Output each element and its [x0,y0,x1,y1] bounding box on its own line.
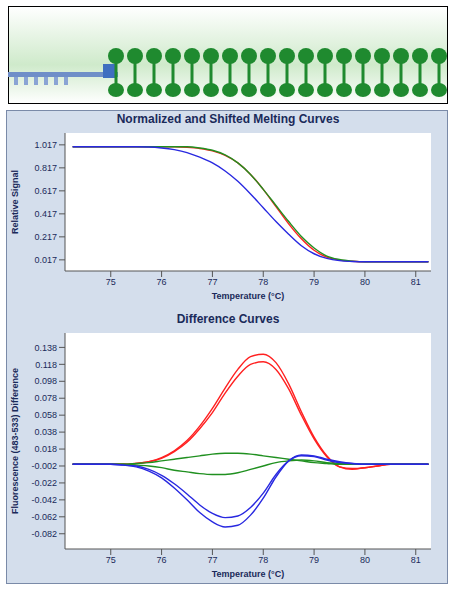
svg-text:0.817: 0.817 [34,163,57,173]
svg-text:0.217: 0.217 [34,232,57,242]
svg-text:0.018: 0.018 [34,444,57,454]
svg-text:-0.002: -0.002 [31,461,57,471]
svg-text:80: 80 [360,277,370,287]
svg-text:Relative Signal: Relative Signal [10,170,20,234]
svg-text:Fluorescence (483-533) Differe: Fluorescence (483-533) Difference [10,368,20,514]
svg-text:0.017: 0.017 [34,255,57,265]
svg-text:-0.082: -0.082 [31,529,57,539]
svg-text:0.058: 0.058 [34,410,57,420]
svg-text:78: 78 [258,555,268,565]
svg-text:81: 81 [411,277,421,287]
svg-text:76: 76 [157,555,167,565]
html-text:Normalized and Shifted Melting: Normalized and Shifted Melting Curves [116,112,340,126]
svg-text:79: 79 [309,277,319,287]
svg-text:78: 78 [258,277,268,287]
svg-text:Temperature (°C): Temperature (°C) [212,291,284,301]
svg-text:75: 75 [106,555,116,565]
svg-text:0.078: 0.078 [34,393,57,403]
svg-text:77: 77 [207,277,217,287]
svg-text:0.417: 0.417 [34,209,57,219]
svg-text:1.017: 1.017 [34,140,57,150]
svg-text:Temperature (°C): Temperature (°C) [212,569,284,579]
svg-text:0.098: 0.098 [34,376,57,386]
svg-text:0.038: 0.038 [34,427,57,437]
html-text:Difference Curves: Difference Curves [176,312,280,326]
svg-text:77: 77 [207,555,217,565]
svg-text:-0.042: -0.042 [31,495,57,505]
svg-text:79: 79 [309,555,319,565]
svg-text:76: 76 [157,277,167,287]
svg-text:80: 80 [360,555,370,565]
svg-text:0.138: 0.138 [34,343,57,353]
svg-text:-0.022: -0.022 [31,478,57,488]
svg-text:0.617: 0.617 [34,186,57,196]
svg-text:0.118: 0.118 [35,360,57,370]
svg-text:81: 81 [411,555,421,565]
svg-text:75: 75 [106,277,116,287]
svg-text:-0.062: -0.062 [31,512,57,522]
